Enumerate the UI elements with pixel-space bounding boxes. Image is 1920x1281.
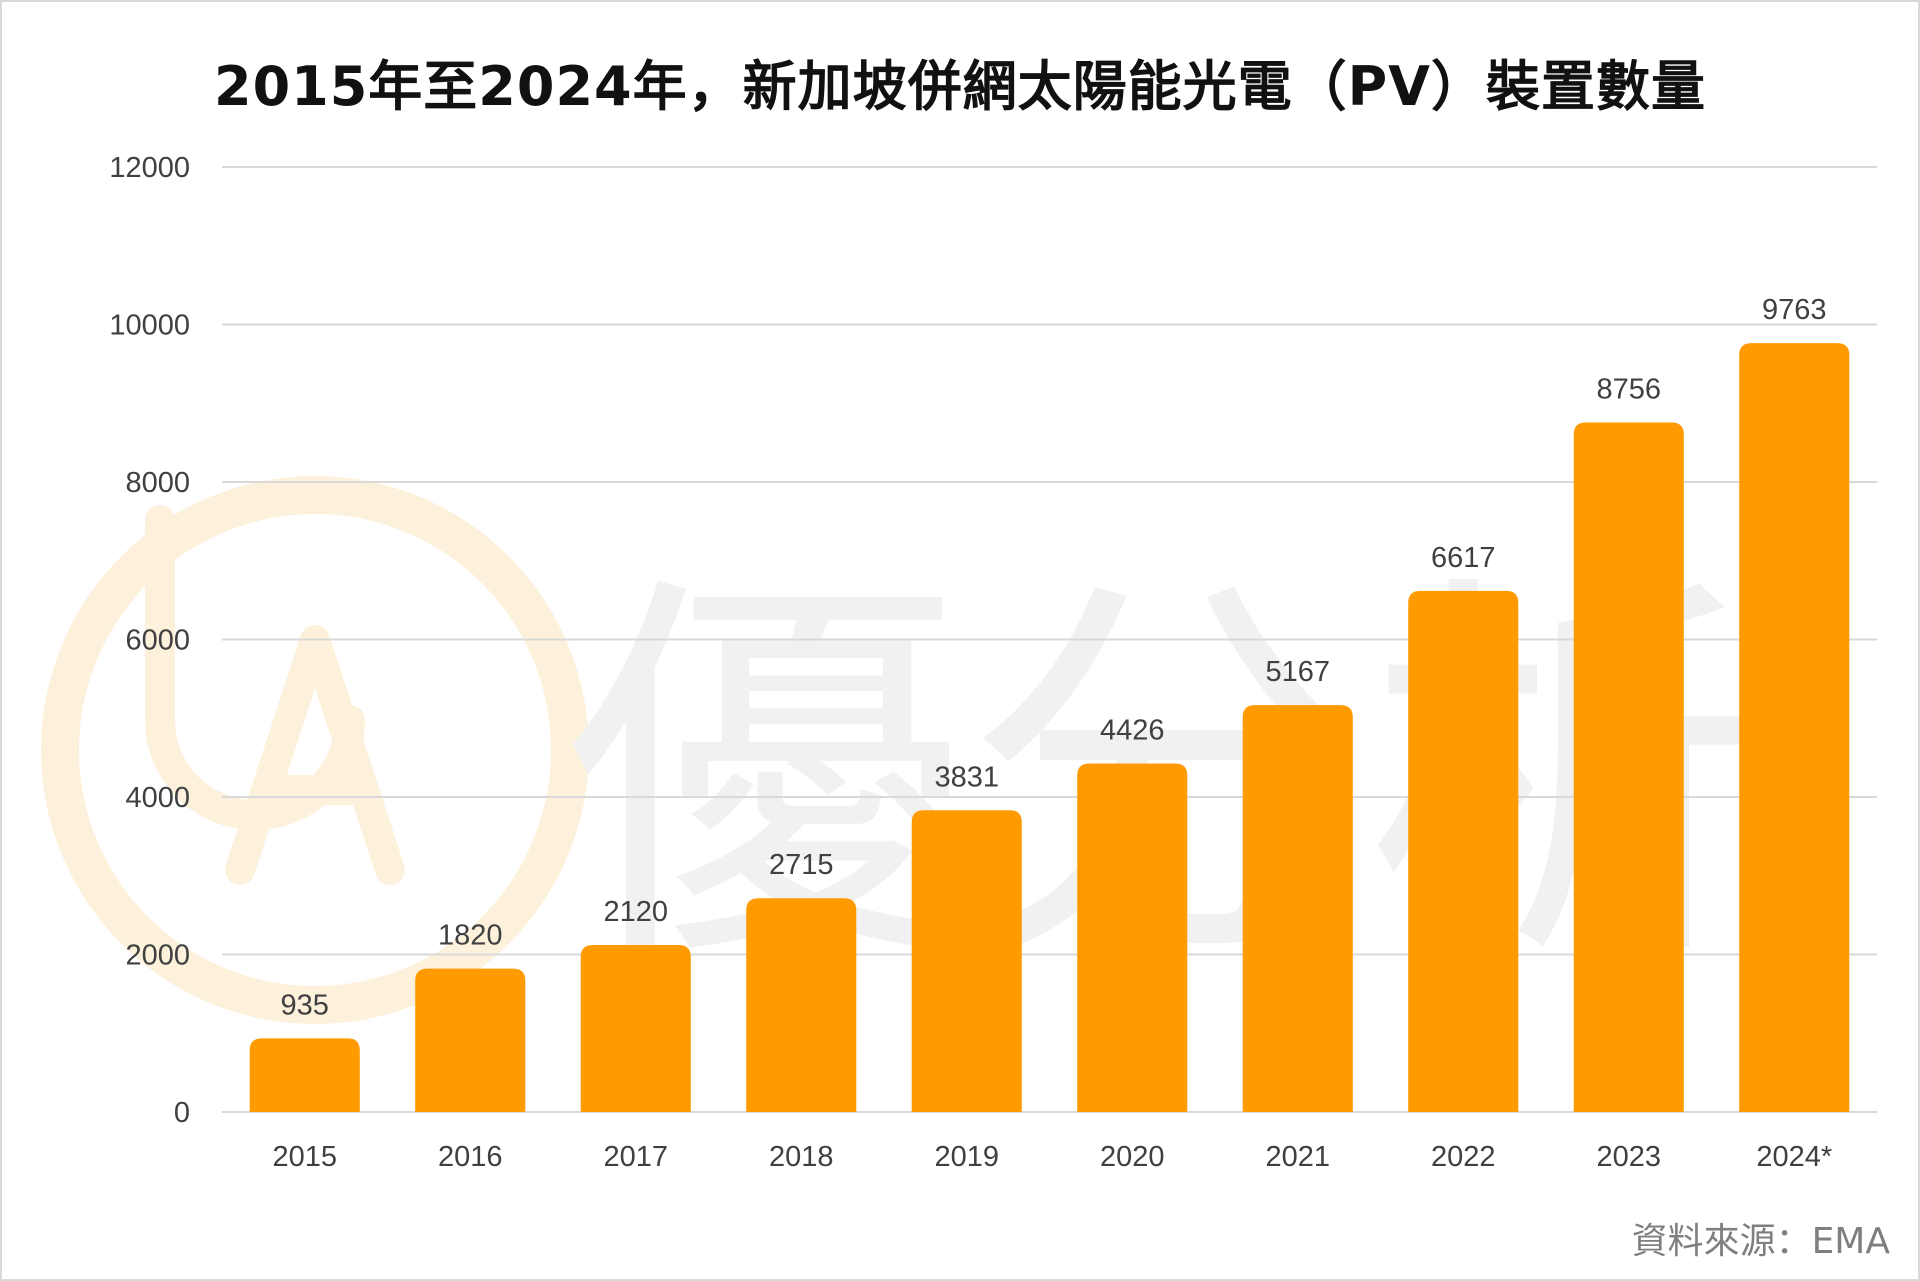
chart-title: 2015年至2024年，新加坡併網太陽能光電（PV）裝置數量 — [214, 55, 1706, 118]
x-tick-label: 2018 — [769, 1141, 834, 1173]
bar-2018 — [746, 898, 857, 1112]
x-tick-label: 2024* — [1756, 1141, 1832, 1173]
x-tick-label: 2021 — [1265, 1141, 1330, 1173]
bar-2017 — [580, 945, 691, 1112]
data-label: 935 — [281, 989, 329, 1021]
bar-2020 — [1077, 763, 1188, 1112]
data-label: 8756 — [1596, 373, 1661, 405]
data-label: 5167 — [1265, 656, 1330, 688]
x-tick-label: 2017 — [603, 1141, 668, 1173]
bar-2016 — [415, 968, 526, 1112]
data-label: 9763 — [1762, 294, 1827, 326]
y-axis: 0 2000 4000 6000 8000 10000 12000 — [109, 152, 190, 1129]
x-tick-label: 2023 — [1596, 1141, 1661, 1173]
x-tick-label: 2022 — [1431, 1141, 1496, 1173]
data-label: 6617 — [1431, 542, 1496, 574]
y-tick-label: 8000 — [125, 467, 190, 499]
data-label: 1820 — [438, 920, 503, 952]
x-tick-label: 2019 — [934, 1141, 999, 1173]
data-label: 4426 — [1100, 714, 1165, 746]
data-labels: 935 1820 2120 2715 3831 4426 5167 6617 8756 9763 — [281, 294, 1827, 1021]
y-tick-label: 12000 — [109, 152, 190, 184]
x-tick-label: 2020 — [1100, 1141, 1165, 1173]
bar-2015 — [249, 1038, 360, 1112]
data-label: 2120 — [603, 896, 668, 928]
bar-2024* — [1739, 343, 1850, 1112]
y-tick-label: 0 — [174, 1097, 190, 1129]
bars — [249, 343, 1850, 1113]
bar-2022 — [1408, 590, 1519, 1112]
watermark-logo-ring — [41, 476, 589, 1024]
data-label: 2715 — [769, 849, 834, 881]
bar-2021 — [1242, 705, 1353, 1112]
source-note: 資料來源：EMA — [1631, 1221, 1890, 1262]
watermark-logo-a — [225, 625, 405, 885]
x-tick-label: 2016 — [438, 1141, 503, 1173]
x-tick-label: 2015 — [272, 1141, 337, 1173]
y-tick-label: 4000 — [125, 782, 190, 814]
y-tick-label: 6000 — [125, 625, 190, 657]
y-tick-label: 2000 — [125, 940, 190, 972]
x-axis: 2015 2016 2017 2018 2019 2020 2021 2022 2023 2024… — [272, 1141, 1832, 1173]
bar-2023 — [1573, 422, 1684, 1113]
bar-2019 — [911, 810, 1022, 1112]
data-label: 3831 — [934, 761, 999, 793]
y-tick-label: 10000 — [109, 310, 190, 342]
